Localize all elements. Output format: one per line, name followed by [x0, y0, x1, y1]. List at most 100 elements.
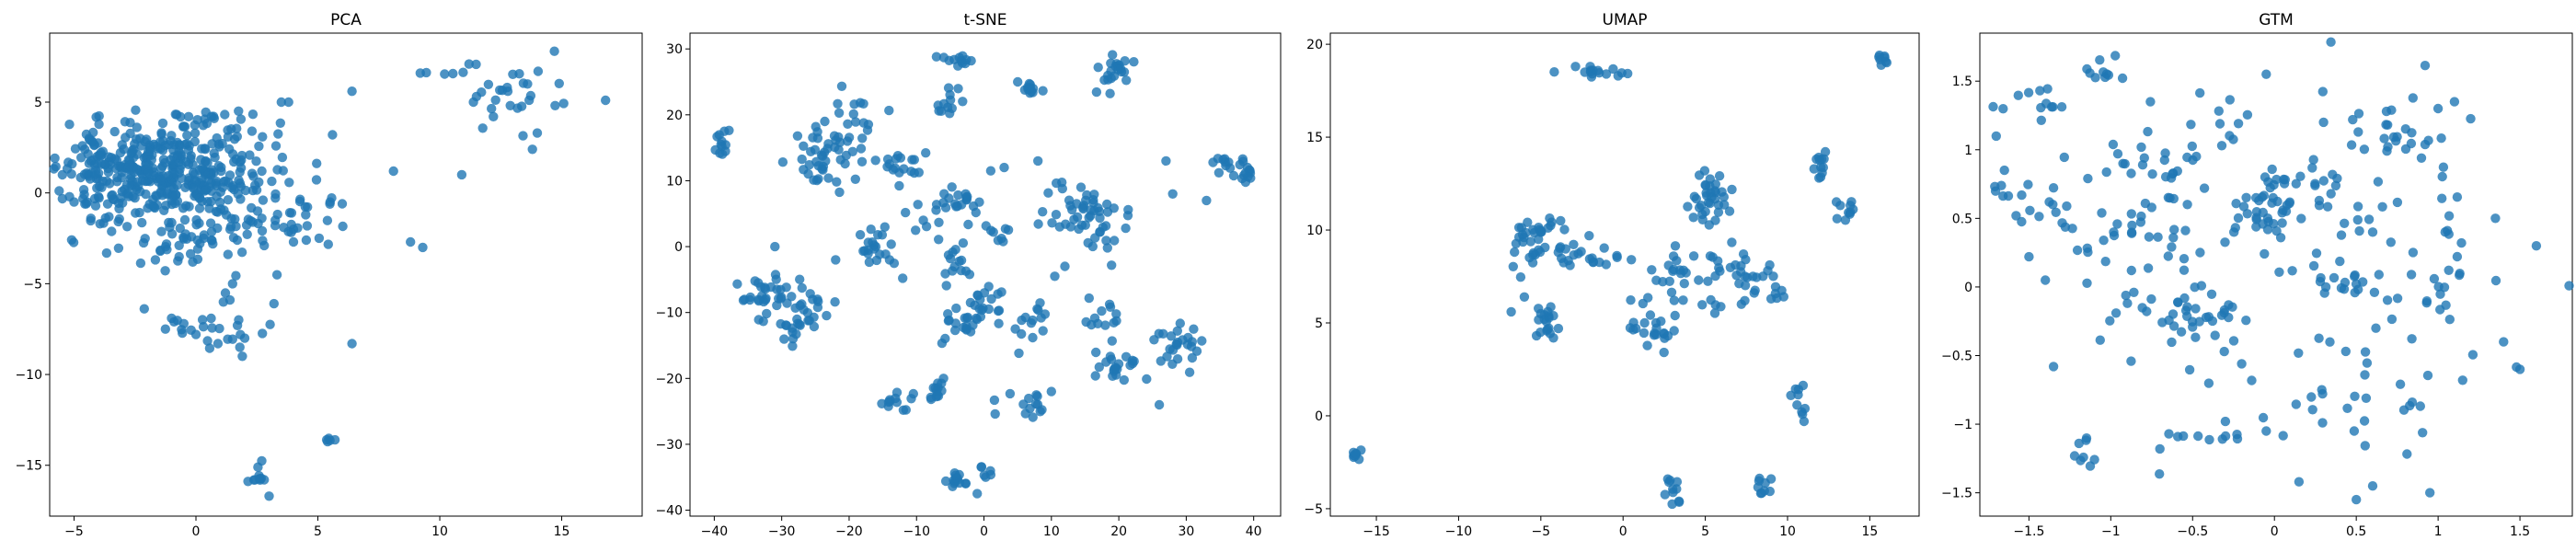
gtm-x-tick-label: 0	[2271, 524, 2279, 539]
pca-point	[121, 132, 131, 143]
tsne-point	[1088, 195, 1098, 205]
gtm-point	[2072, 245, 2083, 256]
tsne-point	[830, 297, 840, 307]
pca-point	[143, 146, 154, 156]
umap-point	[1508, 261, 1519, 271]
gtm-point	[2122, 298, 2133, 308]
pca-point	[234, 315, 244, 325]
tsne-point	[1175, 318, 1186, 328]
gtm-point	[2452, 251, 2463, 262]
tsne-point	[937, 338, 948, 349]
pca-point	[456, 169, 467, 180]
tsne-point	[972, 489, 983, 499]
gtm-point	[2195, 87, 2205, 98]
tsne-point	[918, 215, 928, 225]
gtm-point	[2352, 214, 2363, 225]
gtm-point	[2241, 316, 2251, 326]
gtm-point	[2316, 272, 2326, 283]
tsne-point	[1072, 199, 1082, 209]
pca-point	[197, 163, 207, 173]
umap-point	[1832, 213, 1843, 224]
gtm-point	[2120, 158, 2130, 169]
umap-point	[1765, 486, 1776, 497]
pca-point	[76, 153, 86, 163]
pca-point	[173, 150, 183, 160]
gtm-point	[2322, 201, 2333, 212]
umap-point	[1523, 217, 1533, 227]
gtm-point	[2296, 213, 2306, 224]
umap-point	[1528, 224, 1538, 235]
pca-point	[227, 149, 238, 159]
umap-point	[1586, 72, 1597, 82]
gtm-point	[2228, 336, 2239, 346]
tsne-point	[822, 310, 832, 321]
pca-y-tick-label: −15	[15, 459, 42, 474]
pca-point	[70, 144, 81, 154]
pca-point	[93, 191, 104, 201]
pca-point	[325, 197, 335, 207]
gtm-point	[2180, 225, 2191, 236]
tsne-point	[1108, 50, 1118, 60]
pca-point	[86, 155, 97, 167]
gtm-point	[2308, 260, 2319, 271]
tsne-point	[940, 476, 951, 487]
tsne-point	[911, 225, 921, 236]
tsne-point	[1010, 324, 1020, 334]
pca-point	[169, 316, 179, 327]
pca-point	[448, 68, 458, 79]
pca-point	[246, 215, 256, 226]
tsne-point	[1228, 170, 1239, 181]
umap-point	[1778, 292, 1789, 302]
gtm-point	[2193, 431, 2203, 442]
gtm-point	[2051, 207, 2061, 217]
tsne-point	[1093, 63, 1103, 73]
pca-point	[79, 190, 89, 200]
pca-point	[415, 68, 425, 78]
tsne-point	[1040, 309, 1051, 319]
tsne-point	[794, 319, 805, 329]
gtm-point	[2405, 400, 2415, 411]
umap-point	[1665, 476, 1675, 486]
tsne-point	[1087, 319, 1097, 330]
pca-point	[259, 475, 270, 485]
pca-axes-frame	[49, 32, 643, 517]
gtm-point	[2108, 139, 2119, 150]
pca-point	[247, 109, 259, 120]
gtm-point	[2407, 334, 2417, 344]
umap-panel: UMAP −15 −10 −5 0 5 10 15 −5 0 5 10 15 20	[1304, 11, 1920, 539]
gtm-point	[2352, 494, 2362, 505]
gtm-point	[2167, 337, 2177, 348]
umap-point	[1569, 239, 1579, 249]
pca-point	[512, 103, 523, 113]
tsne-point	[716, 139, 726, 150]
umap-point	[1659, 347, 1669, 358]
pca-point	[198, 322, 209, 332]
umap-point	[1846, 201, 1856, 211]
tsne-point	[1167, 189, 1178, 199]
gtm-point	[2083, 247, 2093, 258]
tsne-title: t-SNE	[963, 11, 1006, 29]
pca-point	[259, 240, 270, 251]
gtm-point	[2184, 364, 2195, 375]
tsne-point	[1051, 210, 1062, 220]
gtm-point	[2081, 435, 2091, 445]
gtm-point	[2143, 126, 2153, 137]
gtm-y-tick-label: 0	[1964, 281, 1972, 295]
tsne-point	[1033, 219, 1043, 229]
tsne-point	[913, 200, 923, 210]
pca-point	[177, 173, 187, 183]
tsne-point	[797, 282, 807, 293]
gtm-point	[2191, 304, 2201, 314]
pca-point	[235, 342, 245, 352]
tsne-point	[1043, 188, 1053, 198]
gtm-point	[2187, 316, 2198, 327]
umap-point	[1351, 448, 1362, 459]
pca-point	[161, 201, 171, 211]
tsne-y-tick-label: −30	[655, 438, 683, 453]
gtm-point	[2201, 312, 2212, 323]
umap-point	[1694, 275, 1704, 285]
tsne-point	[928, 383, 938, 393]
tsne-point	[1167, 359, 1178, 369]
umap-point	[1547, 217, 1557, 227]
gtm-x-tick-label: −0.5	[2177, 524, 2208, 539]
